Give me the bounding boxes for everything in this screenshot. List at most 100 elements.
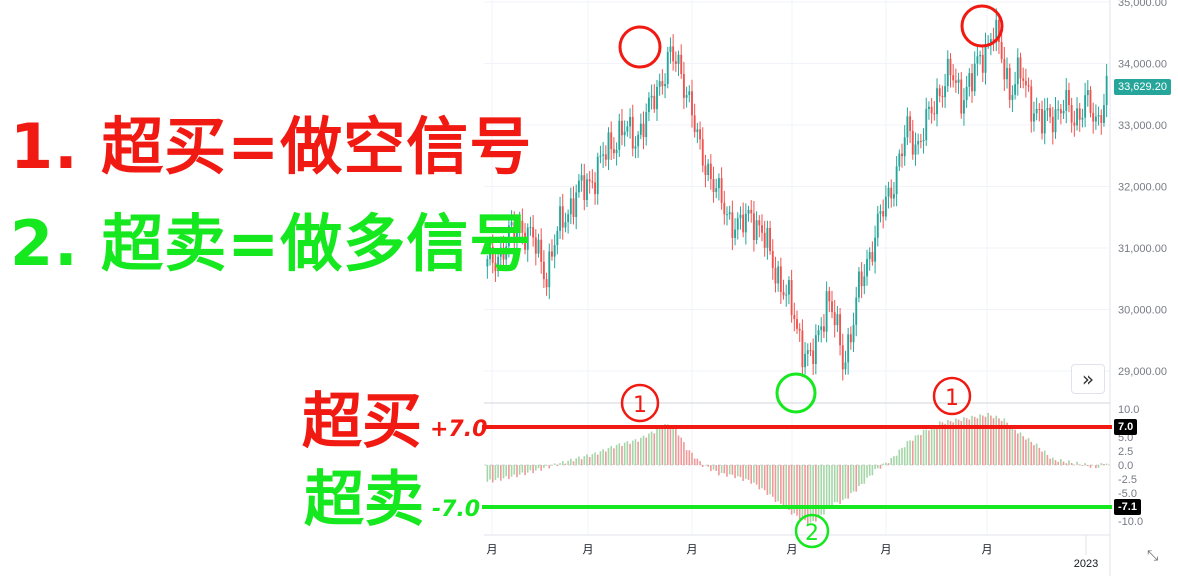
candle-body	[715, 188, 718, 193]
candle-body	[626, 126, 629, 132]
candle-body	[639, 123, 642, 135]
candle-body	[680, 54, 683, 74]
candle-body	[491, 246, 494, 263]
candle-body	[618, 120, 621, 150]
candle-body	[723, 202, 726, 215]
candle-body	[782, 292, 785, 296]
candle-body	[925, 108, 928, 141]
candle-body	[919, 140, 922, 142]
oscillator-tick-label: 2.5	[1118, 446, 1133, 458]
candle-body	[691, 91, 693, 116]
candle-body	[664, 84, 667, 87]
candle-body	[787, 280, 790, 295]
candle-body	[1057, 109, 1060, 111]
candle-body	[637, 134, 640, 147]
candle-body	[761, 225, 763, 233]
candle-body	[909, 116, 912, 131]
candle-body	[1054, 109, 1057, 133]
candle-body	[936, 88, 938, 115]
lower-level-tag: -7.1	[1114, 499, 1141, 515]
candle-body	[629, 116, 631, 127]
candle-body	[709, 163, 712, 180]
candle-body	[502, 247, 505, 260]
candle-body	[785, 294, 788, 296]
diagonal-arrows-icon[interactable]: ⤡	[1147, 548, 1159, 564]
time-tick-label: 月	[687, 543, 698, 556]
candle-body	[661, 81, 664, 87]
candle-body	[1089, 90, 1092, 113]
candle-body	[717, 178, 720, 189]
candle-body	[537, 239, 540, 254]
mark-1-circle	[620, 383, 660, 423]
scroll-to-latest-button[interactable]: »	[1071, 364, 1105, 394]
candle-body	[510, 222, 513, 226]
candle-body	[1011, 94, 1014, 100]
candle-body	[793, 314, 796, 320]
candle-body	[804, 353, 807, 368]
candle-body	[693, 115, 696, 133]
candle-body	[1078, 108, 1081, 120]
oscillator-tick-label: 5.0	[1118, 432, 1133, 444]
candle-body	[1097, 115, 1100, 117]
overbought-label: 超买	[302, 387, 422, 457]
candle-body	[895, 166, 898, 195]
candle-body	[1003, 59, 1006, 80]
candle-body	[607, 132, 610, 160]
candle-body	[666, 52, 669, 85]
candle-body	[704, 165, 707, 175]
candle-body	[489, 246, 491, 260]
candle-body	[499, 247, 502, 257]
candle-body	[965, 86, 968, 101]
candle-body	[849, 334, 852, 343]
candle-body	[855, 297, 858, 325]
candle-body	[809, 350, 812, 352]
candle-body	[979, 54, 982, 57]
candle-body	[545, 279, 548, 288]
candle-body	[672, 46, 675, 62]
candle-body	[612, 149, 615, 154]
candle-body	[884, 196, 887, 217]
candle-body	[556, 230, 559, 246]
plot-background	[484, 0, 1110, 535]
candle-body	[656, 86, 658, 110]
candle-body	[583, 175, 586, 201]
candle-body	[917, 140, 920, 145]
candle-body	[771, 251, 774, 268]
candle-body	[1033, 113, 1035, 122]
candle-body	[1024, 80, 1027, 86]
candle-body	[763, 232, 766, 248]
candle-body	[505, 246, 508, 260]
candle-body	[688, 91, 691, 96]
candle-body	[707, 163, 710, 175]
oscillator-tick-label: -10.0	[1118, 516, 1143, 528]
candle-body	[615, 149, 618, 154]
candle-body	[588, 179, 591, 182]
candle-body	[572, 198, 575, 217]
candle-body	[744, 213, 747, 233]
candle-body	[1062, 110, 1065, 114]
candle-body	[658, 81, 661, 87]
candle-body	[828, 291, 831, 302]
candle-body	[814, 335, 817, 365]
candle-body	[736, 218, 739, 230]
candle-body	[857, 271, 860, 298]
candle-body	[1030, 86, 1033, 122]
candle-body	[532, 227, 535, 238]
time-tick-label: 月	[982, 543, 993, 556]
candle-body	[553, 245, 556, 257]
candle-body	[596, 156, 599, 195]
candle-body	[822, 326, 825, 332]
candle-body	[728, 212, 731, 215]
candle-body	[1051, 116, 1054, 133]
price-tick-label: 29,000.00	[1118, 366, 1167, 378]
candle-body	[1103, 105, 1105, 123]
candle-body	[564, 222, 567, 228]
candle-body	[825, 291, 828, 332]
candle-body	[647, 97, 650, 113]
candle-body	[634, 146, 637, 149]
time-tick-label: 月	[487, 543, 498, 556]
candle-body	[610, 132, 613, 150]
candle-body	[1041, 109, 1043, 134]
candle-body	[1084, 95, 1087, 118]
